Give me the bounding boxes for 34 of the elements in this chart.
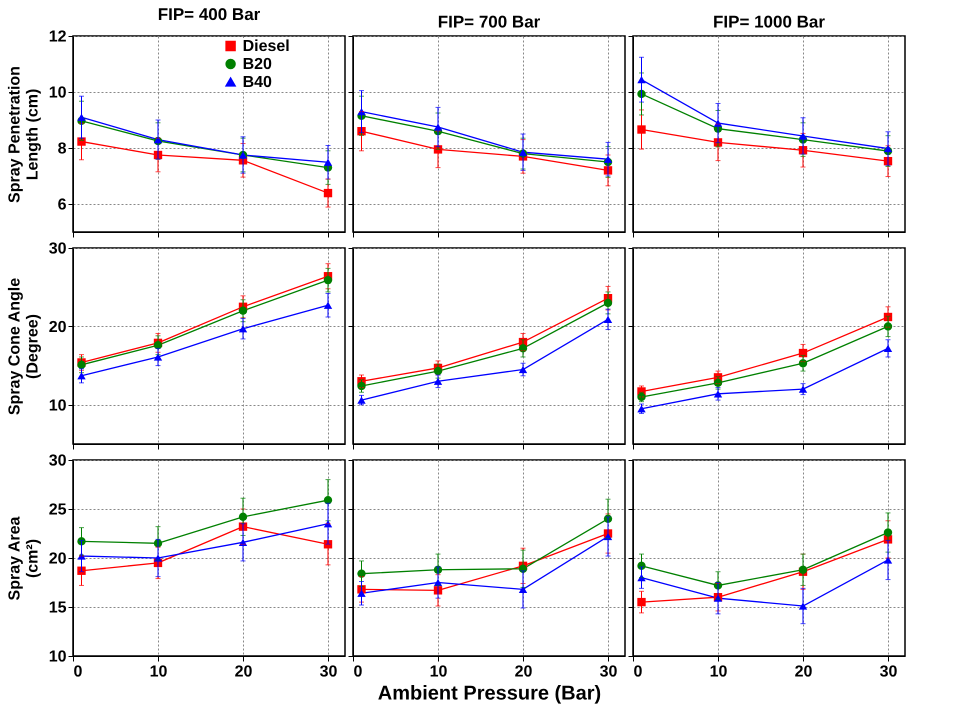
x-tick-label: 30 — [320, 664, 338, 680]
x-tick-label: 10 — [430, 664, 448, 680]
chart-title: FIP= 700 Bar — [438, 12, 541, 32]
legend-label: Diesel — [242, 38, 290, 55]
x-tick-label: 0 — [634, 664, 642, 680]
y-axis-title: Spray Cone Angle (Degree) — [6, 278, 42, 416]
chart-title: FIP= 1000 Bar — [713, 12, 826, 32]
x-tick-label: 10 — [710, 664, 728, 680]
x-tick-label: 20 — [234, 664, 252, 680]
y-tick-label: 20 — [48, 550, 67, 568]
chart-title: FIP= 400 Bar — [158, 5, 261, 24]
x-tick-label: 30 — [880, 664, 898, 680]
y-axis-title: Spray Area (cm²) — [6, 516, 42, 600]
y-tick-label: 25 — [48, 502, 67, 518]
x-tick-label: 20 — [794, 664, 812, 680]
y-tick-label: 12 — [48, 28, 67, 46]
y-axis-title: Spray Penetration Length (cm) — [6, 66, 42, 203]
x-tick-label: 30 — [600, 664, 618, 680]
y-tick-label: 30 — [48, 240, 67, 258]
legend-label: B20 — [242, 56, 272, 73]
y-tick-label: 10 — [48, 648, 67, 666]
y-tick-label: 15 — [48, 600, 67, 616]
x-tick-label: 10 — [150, 664, 168, 680]
y-tick-label: 20 — [48, 318, 67, 336]
y-tick-label: 6 — [58, 196, 67, 214]
x-axis-title: Ambient Pressure (Bar) — [378, 682, 602, 704]
x-tick-label: 0 — [354, 664, 362, 680]
x-tick-label: 20 — [514, 664, 532, 680]
legend-label: B40 — [242, 74, 272, 91]
y-tick-label: 30 — [48, 452, 67, 470]
x-tick-label: 0 — [74, 664, 82, 680]
y-tick-label: 8 — [58, 140, 67, 158]
y-tick-label: 10 — [48, 397, 67, 414]
y-tick-label: 10 — [48, 84, 67, 102]
